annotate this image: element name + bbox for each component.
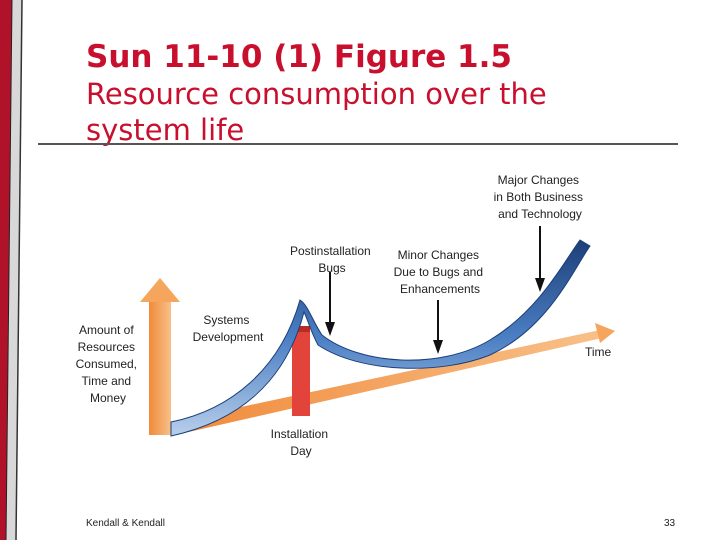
- resource-consumption-diagram: Amount of Resources Consumed, Time and M…: [76, 173, 615, 458]
- slide-title: Sun 11-10 (1) Figure 1.5: [86, 39, 512, 75]
- y-axis-label-line: Money: [90, 391, 126, 405]
- y-axis-label-line: Consumed,: [76, 357, 137, 371]
- postinstallation-bugs-arrow: [325, 272, 335, 336]
- title-block: Sun 11-10 (1) Figure 1.5 Resource consum…: [86, 38, 686, 148]
- page-number: 33: [664, 518, 676, 529]
- title-divider: [38, 143, 678, 145]
- installation-day-marker: [292, 326, 310, 416]
- minor-changes-line: Due to Bugs and: [394, 265, 483, 279]
- postinstallation-bugs-label: Postinstallation Bugs: [290, 244, 374, 275]
- left-border-decoration: [0, 0, 30, 540]
- systems-development-line: Development: [193, 330, 264, 344]
- postinstallation-bugs-line: Postinstallation: [290, 244, 371, 258]
- horizontal-axis-arrow: [171, 323, 615, 436]
- systems-development-label: Systems Development: [193, 313, 264, 344]
- footer-credit: Kendall & Kendall: [86, 518, 165, 529]
- major-changes-line: and Technology: [498, 207, 582, 221]
- major-changes-label: Major Changes in Both Business and Techn…: [494, 173, 587, 221]
- postinstallation-bugs-line: Bugs: [318, 261, 345, 275]
- minor-changes-line: Enhancements: [400, 282, 480, 296]
- y-axis-label: Amount of Resources Consumed, Time and M…: [76, 323, 141, 405]
- major-changes-line: Major Changes: [498, 173, 579, 187]
- x-axis-label: Time: [585, 345, 612, 359]
- y-axis-label-line: Amount of: [79, 323, 134, 337]
- minor-changes-line: Minor Changes: [398, 248, 479, 262]
- installation-day-line: Day: [290, 444, 311, 458]
- resource-curve: [170, 239, 591, 437]
- vertical-axis-arrow: [140, 278, 180, 435]
- y-axis-label-line: Resources: [78, 340, 135, 354]
- minor-changes-arrow: [433, 300, 443, 354]
- major-changes-arrow: [535, 226, 545, 292]
- y-axis-label-line: Time and: [82, 374, 132, 388]
- minor-changes-label: Minor Changes Due to Bugs and Enhancemen…: [394, 248, 487, 296]
- installation-day-label: Installation Day: [271, 427, 332, 458]
- installation-day-line: Installation: [271, 427, 328, 441]
- slide-subtitle: Resource consumption over the system lif…: [86, 77, 547, 147]
- systems-development-line: Systems: [203, 313, 249, 327]
- major-changes-line: in Both Business: [494, 190, 583, 204]
